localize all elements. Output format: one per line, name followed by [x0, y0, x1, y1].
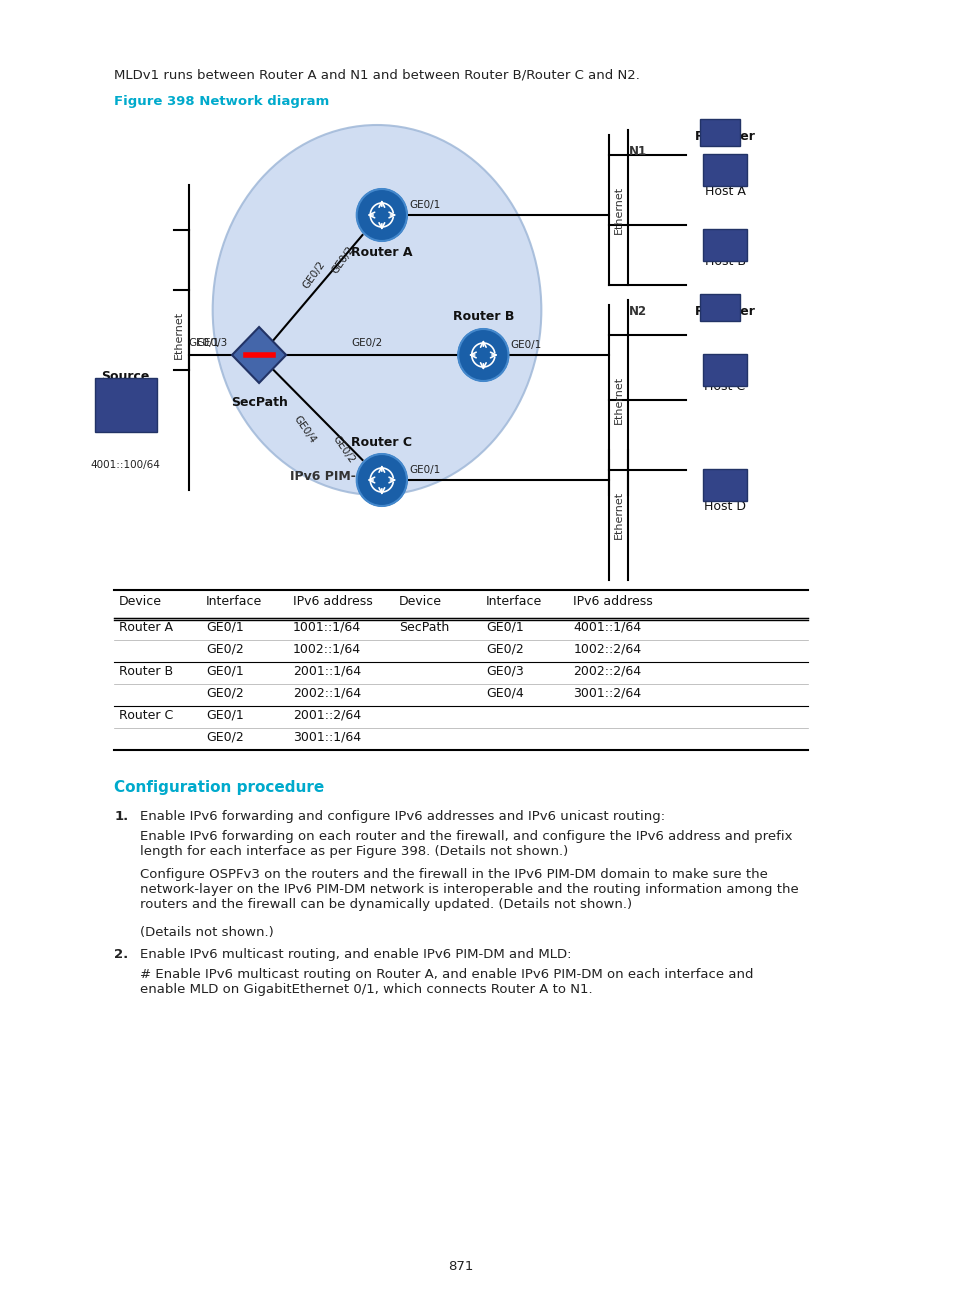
FancyBboxPatch shape	[94, 378, 156, 432]
Text: 3001::2/64: 3001::2/64	[573, 687, 640, 700]
Text: Ethernet: Ethernet	[613, 185, 623, 235]
Text: Source: Source	[101, 369, 150, 384]
Text: Router A: Router A	[119, 621, 172, 634]
Text: GE0/1: GE0/1	[486, 621, 523, 634]
Text: GE0/2: GE0/2	[301, 259, 327, 290]
Text: GE0/1: GE0/1	[206, 621, 243, 634]
Text: 2001::2/64: 2001::2/64	[293, 709, 360, 722]
Text: GE0/1: GE0/1	[206, 665, 243, 678]
FancyBboxPatch shape	[702, 229, 746, 260]
FancyBboxPatch shape	[702, 154, 746, 187]
Text: 2.: 2.	[114, 947, 129, 962]
Text: MLDv1 runs between Router A and N1 and between Router B/Router C and N2.: MLDv1 runs between Router A and N1 and b…	[114, 67, 639, 80]
Text: 1002::1/64: 1002::1/64	[293, 643, 360, 656]
Text: 871: 871	[448, 1260, 474, 1273]
Text: IPv6 address: IPv6 address	[573, 595, 652, 608]
Text: Device: Device	[119, 595, 162, 608]
Text: SecPath: SecPath	[231, 397, 287, 410]
Text: GE0/2: GE0/2	[206, 731, 243, 744]
Text: GE0/1: GE0/1	[510, 340, 541, 350]
Ellipse shape	[213, 124, 540, 495]
Text: Interface: Interface	[206, 595, 262, 608]
Circle shape	[356, 189, 407, 241]
Text: Host A: Host A	[704, 185, 744, 198]
Text: SecPath: SecPath	[398, 621, 449, 634]
FancyBboxPatch shape	[702, 354, 746, 386]
Circle shape	[457, 329, 508, 381]
Text: GE0/1: GE0/1	[409, 465, 439, 476]
Text: Enable IPv6 forwarding and configure IPv6 addresses and IPv6 unicast routing:: Enable IPv6 forwarding and configure IPv…	[140, 810, 664, 823]
Text: 2001::1/64: 2001::1/64	[293, 665, 360, 678]
Text: Ethernet: Ethernet	[613, 376, 623, 424]
FancyBboxPatch shape	[702, 469, 746, 502]
Text: (Details not shown.): (Details not shown.)	[140, 927, 274, 940]
Text: Receiver: Receiver	[694, 305, 755, 318]
Text: GE0/4: GE0/4	[486, 687, 523, 700]
Text: Router B: Router B	[119, 665, 172, 678]
Text: IPv6 address: IPv6 address	[293, 595, 373, 608]
Text: GE0/3: GE0/3	[195, 338, 227, 349]
Text: 1002::2/64: 1002::2/64	[573, 643, 640, 656]
Text: GE0/3: GE0/3	[486, 665, 523, 678]
Text: Figure 398 Network diagram: Figure 398 Network diagram	[114, 95, 329, 108]
Text: N1: N1	[628, 145, 646, 158]
FancyBboxPatch shape	[700, 294, 740, 321]
Text: 3001::1/64: 3001::1/64	[293, 731, 360, 744]
Text: Receiver: Receiver	[694, 130, 755, 143]
Text: 2002::2/64: 2002::2/64	[573, 665, 640, 678]
Text: Enable IPv6 forwarding on each router and the firewall, and configure the IPv6 a: Enable IPv6 forwarding on each router an…	[140, 829, 792, 858]
Text: Host B: Host B	[703, 255, 744, 268]
Text: 1001::1/64: 1001::1/64	[293, 621, 360, 634]
Text: Ethernet: Ethernet	[613, 491, 623, 539]
Text: GE0/2: GE0/2	[352, 338, 382, 349]
Text: GE0/2: GE0/2	[486, 643, 523, 656]
Text: Router C: Router C	[351, 435, 412, 448]
Text: N2: N2	[628, 305, 646, 318]
Text: IPv6 PIM-DM: IPv6 PIM-DM	[290, 470, 378, 483]
Text: Enable IPv6 multicast routing, and enable IPv6 PIM-DM and MLD:: Enable IPv6 multicast routing, and enabl…	[140, 947, 571, 962]
Text: GE0/4: GE0/4	[292, 415, 317, 446]
Text: Router A: Router A	[351, 246, 412, 259]
Text: GE0/1: GE0/1	[189, 338, 219, 349]
Text: Host D: Host D	[703, 500, 745, 513]
Text: GE0/1: GE0/1	[206, 709, 243, 722]
Text: GE0/2: GE0/2	[206, 643, 243, 656]
Text: GE0/1: GE0/1	[409, 200, 439, 210]
Text: GE0/2: GE0/2	[330, 434, 355, 465]
Text: Interface: Interface	[486, 595, 542, 608]
Polygon shape	[232, 327, 286, 384]
Text: 1.: 1.	[114, 810, 129, 823]
Text: # Enable IPv6 multicast routing on Router A, and enable IPv6 PIM-DM on each inte: # Enable IPv6 multicast routing on Route…	[140, 968, 753, 997]
Text: Configuration procedure: Configuration procedure	[114, 780, 324, 794]
Text: 2002::1/64: 2002::1/64	[293, 687, 360, 700]
Text: Device: Device	[398, 595, 442, 608]
Text: 4001::100/64: 4001::100/64	[91, 460, 160, 470]
Text: 4001::1/64: 4001::1/64	[573, 621, 640, 634]
Text: GE0/2: GE0/2	[206, 687, 243, 700]
Text: Configure OSPFv3 on the routers and the firewall in the IPv6 PIM-DM domain to ma: Configure OSPFv3 on the routers and the …	[140, 868, 798, 911]
Circle shape	[356, 454, 407, 505]
Text: Host C: Host C	[703, 380, 745, 393]
Text: Router B: Router B	[452, 311, 514, 324]
Text: Router C: Router C	[119, 709, 173, 722]
Text: Ethernet: Ethernet	[173, 311, 184, 359]
FancyBboxPatch shape	[700, 119, 740, 146]
Text: GE0/2: GE0/2	[330, 245, 355, 276]
